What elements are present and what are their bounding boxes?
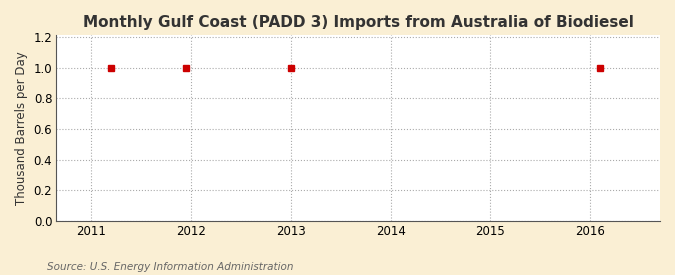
Title: Monthly Gulf Coast (PADD 3) Imports from Australia of Biodiesel: Monthly Gulf Coast (PADD 3) Imports from… (83, 15, 634, 30)
Text: Source: U.S. Energy Information Administration: Source: U.S. Energy Information Administ… (47, 262, 294, 272)
Y-axis label: Thousand Barrels per Day: Thousand Barrels per Day (15, 51, 28, 205)
